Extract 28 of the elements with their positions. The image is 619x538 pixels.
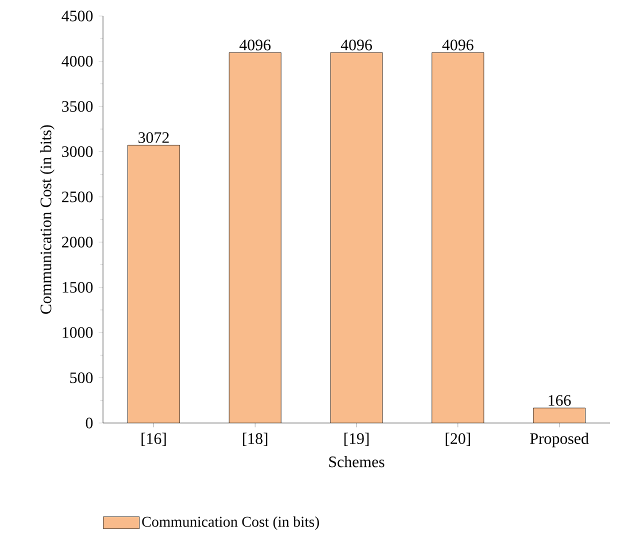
y-tick-label: 2500 xyxy=(62,192,93,202)
y-tick-label: 0 xyxy=(86,418,93,428)
y-axis-title: Communication Cost (in bits) xyxy=(40,125,55,314)
x-tick-label: Proposed xyxy=(530,432,589,448)
x-tick-label: [20] xyxy=(446,432,470,446)
data-label: 4096 xyxy=(239,40,271,50)
bar xyxy=(330,52,382,423)
bar xyxy=(533,408,586,423)
x-axis-title: Schemes xyxy=(329,456,384,468)
x-tick-label: [16] xyxy=(142,432,166,446)
data-label: 166 xyxy=(548,395,571,406)
y-tick-label: 4000 xyxy=(62,56,93,67)
y-tick-label: 1000 xyxy=(62,327,93,338)
data-label: 3072 xyxy=(138,132,169,143)
bar xyxy=(128,145,180,423)
bar xyxy=(229,52,282,423)
legend-label: Communication Cost (in bits) xyxy=(142,516,319,530)
bar xyxy=(432,52,484,423)
x-tick-label: [19] xyxy=(344,432,369,446)
y-tick-label: 1500 xyxy=(62,282,93,293)
y-tick-label: 3500 xyxy=(62,101,93,112)
y-tick-label: 500 xyxy=(70,372,93,384)
y-tick-label: 3000 xyxy=(62,146,93,158)
x-tick-label: [18] xyxy=(243,432,268,446)
y-tick-label: 4500 xyxy=(62,10,93,22)
y-tick-label: 2000 xyxy=(62,236,93,248)
data-label: 4096 xyxy=(442,40,474,50)
data-label: 4096 xyxy=(340,40,372,50)
